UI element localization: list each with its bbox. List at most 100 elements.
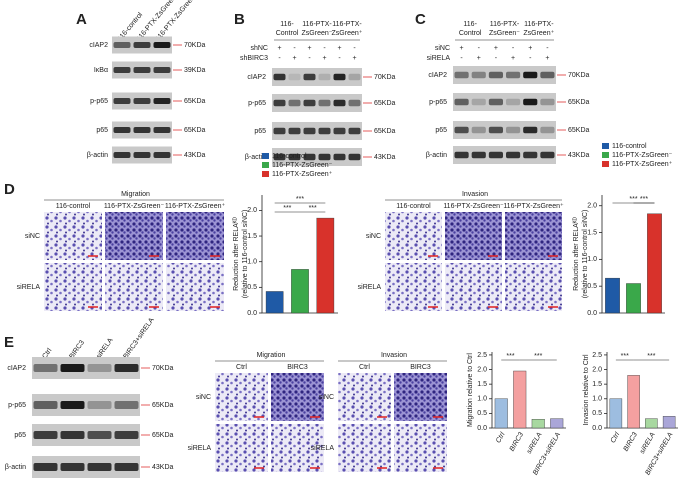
micrograph (505, 263, 562, 311)
size-label: 65KDa (184, 98, 206, 105)
blot-label: p-p65 (248, 100, 266, 107)
treatment-sign: + (528, 45, 532, 52)
x-tick-label: BIRC3 (623, 431, 639, 452)
micrograph (338, 373, 391, 421)
legend-label: 116-PTX-ZsGreen⁺ (272, 171, 333, 178)
treatment-sign: - (353, 45, 356, 52)
blot-band (87, 431, 112, 439)
blot-band (488, 151, 503, 159)
y-tick-label: 2.0 (587, 203, 597, 210)
micrograph (44, 263, 102, 311)
size-label: 65KDa (568, 99, 590, 106)
column-label: Control (276, 30, 299, 37)
x-tick-label: siRELA (639, 431, 657, 455)
bar (609, 398, 623, 429)
blot-label: β-actin (245, 154, 266, 161)
legend-swatch (262, 153, 269, 159)
blot-band (87, 463, 112, 471)
blot-band (523, 71, 538, 79)
bar (291, 269, 309, 314)
treatment-sign: - (460, 55, 463, 62)
blot-label: β-actin (87, 152, 108, 159)
blot-band (303, 73, 316, 81)
legend-label: 116-PTX-ZsGreen⁺ (612, 161, 673, 168)
blot-label: p65 (254, 128, 266, 135)
blot-band (348, 99, 361, 107)
bar (626, 283, 641, 314)
legend-label: 116-control (612, 143, 647, 150)
legend-swatch (262, 171, 269, 177)
y-axis-label: Invasion relative to Ctrl (583, 354, 590, 426)
blot-background (272, 68, 362, 86)
micrograph (271, 373, 324, 421)
blot-band (114, 463, 139, 471)
legend-label: 116-PTX-ZsGreen⁻ (272, 162, 333, 169)
treatment-sign: - (278, 55, 281, 62)
blot-band (87, 364, 112, 372)
micrograph (166, 263, 224, 311)
y-tick-label: 1.5 (477, 381, 487, 388)
row-label: siNC (196, 394, 211, 401)
size-label: 43KDa (152, 464, 174, 471)
column-label: ZsGreen⁺ (523, 30, 554, 37)
blot-band (273, 153, 286, 161)
blot-band (60, 463, 85, 471)
column-label: 116- (280, 21, 294, 28)
sig-label: *** (309, 205, 317, 212)
column-label: 116-PTX- (524, 21, 554, 28)
blot-band (333, 127, 346, 135)
treatment-sign: - (478, 45, 481, 52)
sig-label: *** (283, 205, 291, 212)
bar (513, 370, 527, 429)
blot-background (32, 394, 140, 416)
blot-background (32, 357, 140, 379)
blot-band (33, 463, 58, 471)
micrograph (338, 424, 391, 472)
blot-background (272, 148, 362, 166)
column-label: siRELA (95, 337, 114, 360)
blot-band (318, 127, 331, 135)
panel-label: B (234, 11, 245, 28)
blot-band (471, 151, 486, 159)
column-label: ZsGreen⁻ (302, 30, 333, 37)
y-tick-label: 0.0 (247, 310, 257, 317)
blot-band (133, 126, 151, 134)
treatment-label: shBIRC3 (240, 55, 268, 62)
blot-band (273, 73, 286, 81)
blot-background (453, 66, 556, 84)
blot-label: IκBα (94, 67, 108, 74)
blot-band (540, 126, 555, 134)
size-label: 65KDa (568, 127, 590, 134)
column-label: BIRC3 (410, 364, 431, 371)
blot-band (288, 153, 301, 161)
row-label: siNC (319, 394, 334, 401)
column-label: Control (459, 30, 482, 37)
blot-background (272, 94, 362, 112)
x-tick-label: siRELA (526, 431, 544, 455)
y-tick-label: 1.5 (247, 233, 257, 240)
blot-band (454, 151, 469, 159)
y-tick-label: 1.0 (477, 396, 487, 403)
column-label: 116-PTX- (490, 21, 520, 28)
blot-band (540, 98, 555, 106)
bar (605, 277, 620, 314)
size-label: 65KDa (152, 432, 174, 439)
legend-label: 116-control (272, 153, 307, 160)
bar (550, 418, 564, 429)
bar (316, 217, 335, 314)
size-label: 65KDa (184, 127, 206, 134)
column-label: 116-PTX-ZsGreen⁺ (503, 203, 564, 210)
sig-label: *** (621, 353, 629, 360)
blot-band (506, 126, 521, 134)
treatment-sign: - (495, 55, 498, 62)
blot-band (153, 66, 171, 74)
blot-label: cIAP2 (247, 74, 266, 81)
blot-label: cIAP2 (428, 72, 447, 79)
y-tick-label: 2.0 (592, 366, 602, 373)
row-label: siRELA (17, 284, 41, 291)
blot-band (540, 151, 555, 159)
blot-band (33, 364, 58, 372)
treatment-sign: + (277, 45, 281, 52)
assay-title: Migration (257, 352, 286, 359)
